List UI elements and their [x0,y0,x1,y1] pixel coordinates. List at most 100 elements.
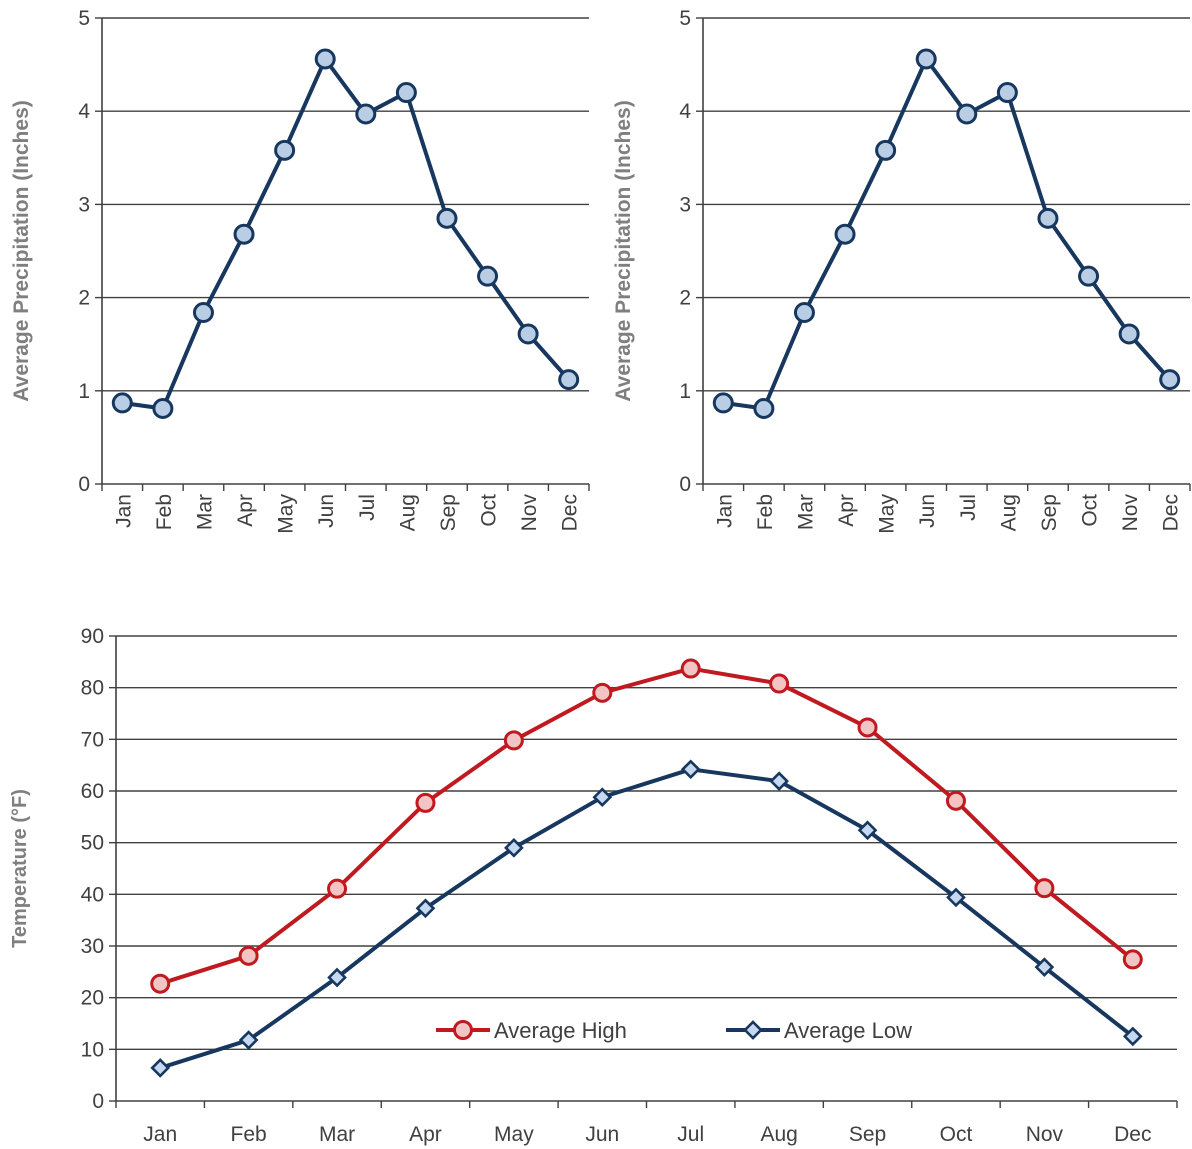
x-tick-label: Feb [153,494,176,530]
data-point-circle [1078,265,1100,287]
data-point-circle [558,369,580,391]
y-tick-label: 4 [78,100,90,123]
data-point-circle [915,48,937,70]
y-tick-label: 2 [679,287,691,310]
data-point-circle [945,790,966,811]
x-tick-label: Aug [997,494,1020,531]
x-tick-label: Aug [760,1123,797,1146]
data-point-circle [1037,207,1059,229]
x-tick-label: Jul [957,494,980,521]
data-point-circle [415,792,436,813]
data-point-diamond [769,771,789,792]
data-point-circle [996,82,1018,104]
y-tick-label: 5 [78,7,90,30]
data-point-diamond [504,837,524,858]
x-tick-label: Apr [234,494,257,527]
x-tick-label: Oct [478,494,501,527]
data-point-diamond [857,820,878,841]
x-tick-label: Apr [835,494,858,527]
y-tick-label: 90 [81,625,104,648]
y-tick-label: 0 [92,1090,104,1113]
data-point-circle [327,878,348,899]
data-point-circle [956,103,978,125]
data-point-circle [152,398,174,420]
data-point-diamond [1122,1026,1143,1047]
x-tick-label: Jan [143,1123,177,1146]
x-tick-label: Mar [193,494,216,530]
data-point-circle [477,265,499,287]
data-point-circle [355,103,377,125]
x-tick-label: Jul [677,1123,704,1146]
y-tick-label: 3 [78,193,90,216]
y-tick-label: 1 [78,380,90,403]
legend-marker-diamond [743,1020,763,1040]
series-line [723,57,1172,411]
x-tick-label: Jan [112,494,135,528]
x-tick-label: Nov [518,494,541,532]
x-tick-label: Oct [1079,494,1102,527]
x-tick-label: Feb [231,1123,267,1146]
data-point-circle [395,82,417,104]
y-tick-label: 3 [679,193,691,216]
x-tick-label: Sep [849,1123,886,1146]
x-tick-label: Mar [319,1123,355,1146]
data-point-circle [680,658,701,679]
x-tick-label: Dec [1114,1123,1151,1146]
data-point-circle [274,139,296,161]
data-point-circle [592,682,613,703]
data-point-diamond [415,898,436,919]
data-point-circle [517,323,539,345]
data-point-circle [436,207,458,229]
x-tick-label: Aug [396,494,419,531]
y-axis-title: Average Precipitation (Inches) [10,100,33,401]
data-point-circle [1122,949,1143,970]
x-tick-label: Sep [437,494,460,531]
x-tick-label: May [275,494,298,534]
x-tick-label: Dec [1160,494,1183,531]
y-tick-label: 5 [679,7,691,30]
data-point-circle [875,139,897,161]
legend-label: Average Low [784,1018,912,1043]
y-tick-label: 80 [81,677,104,700]
precipitation-chart-left: 0 1 2 3 4 5 Jan Feb Mar Apr May Jun Jul Aug Sep Oct Nov D… [10,7,590,534]
data-point-diamond [150,1058,171,1078]
y-tick-label: 0 [679,473,691,496]
y-tick-label: 40 [81,883,104,906]
data-point-circle [712,392,734,414]
x-tick-label: Jun [916,494,939,528]
x-tick-label: Jun [585,1123,619,1146]
x-tick-label: Nov [1026,1123,1064,1146]
x-tick-label: Jun [315,494,338,528]
series-line [159,767,1135,1070]
x-tick-label: Sep [1038,494,1061,531]
data-point-circle [1034,878,1055,899]
data-point-circle [192,302,214,324]
x-tick-label: Apr [409,1123,442,1146]
x-tick-label: Jul [356,494,379,521]
y-tick-label: 70 [81,728,104,751]
x-tick-label: Oct [940,1123,973,1146]
series-line [122,57,571,411]
x-tick-label: Mar [794,494,817,530]
data-point-circle [111,392,133,414]
y-axis-title: Average Precipitation (Inches) [612,100,635,401]
legend-marker-circle [453,1020,473,1040]
x-tick-label: Feb [754,494,777,530]
data-point-diamond [238,1030,259,1050]
legend-label: Average High [494,1018,627,1043]
data-point-circle [793,302,815,324]
series-line [159,666,1135,986]
y-tick-label: 50 [81,832,104,855]
data-point-circle [233,223,255,245]
data-point-circle [238,945,259,966]
data-point-circle [1118,323,1140,345]
data-point-diamond [946,887,966,908]
y-tick-label: 20 [81,987,104,1010]
data-point-diamond [1034,957,1055,978]
x-tick-label: Jan [713,494,736,528]
y-tick-label: 30 [81,935,104,958]
data-point-circle [834,223,856,245]
x-tick-label: May [494,1123,534,1146]
y-tick-label: 60 [81,780,104,803]
